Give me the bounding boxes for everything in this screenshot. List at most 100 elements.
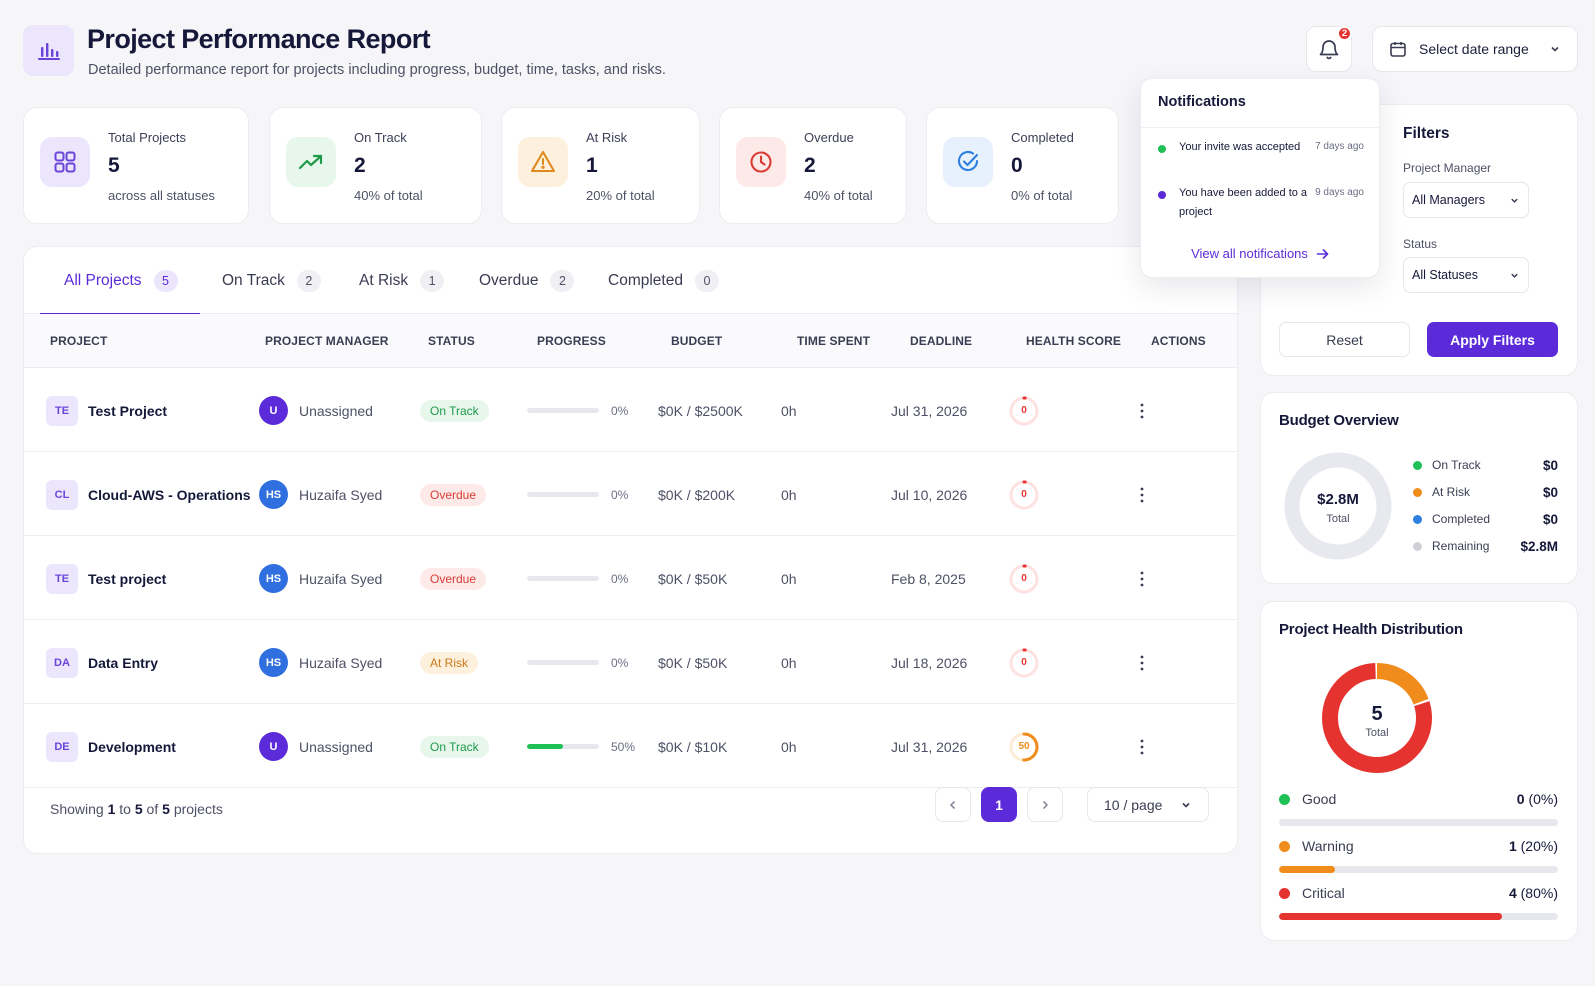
table-row[interactable]: TE Test Project U Unassigned On Track 0% $0K /…: [24, 369, 1236, 452]
unread-dot-icon: [1158, 191, 1166, 199]
page-title: Project Performance Report: [87, 24, 431, 54]
project-cell[interactable]: CL Cloud-AWS - Operations: [46, 453, 251, 536]
reset-filters-button[interactable]: Reset: [1279, 322, 1410, 357]
project-name[interactable]: Test Project: [88, 402, 168, 419]
project-cell[interactable]: TE Test Project: [46, 369, 167, 452]
project-manager-select[interactable]: All Managers: [1403, 182, 1529, 218]
divider: [1141, 127, 1379, 128]
project-initials-badge: TE: [46, 563, 78, 594]
row-actions-button[interactable]: [1140, 453, 1144, 536]
summary-total: 5: [162, 801, 170, 817]
page-button-1[interactable]: 1: [981, 787, 1017, 822]
health-cell: 0: [1008, 537, 1040, 620]
legend-dot-icon: [1413, 487, 1422, 497]
prev-page-button[interactable]: [935, 787, 971, 822]
tab-on-track[interactable]: On Track 2: [222, 247, 321, 314]
table-row[interactable]: CL Cloud-AWS - Operations HS Huzaifa Syed Ov…: [24, 453, 1236, 536]
status-label: Status: [1403, 237, 1438, 251]
project-name[interactable]: Development: [88, 738, 176, 755]
tab-count: 5: [153, 269, 178, 292]
progress-fill: [527, 744, 563, 749]
stat-value: 5: [108, 154, 120, 177]
column-header[interactable]: PROGRESS: [537, 334, 606, 348]
column-header[interactable]: PROJECT MANAGER: [265, 334, 389, 348]
column-header[interactable]: TIME SPENT: [797, 334, 871, 348]
progress-percent: 0%: [611, 487, 629, 502]
view-all-notifications-link[interactable]: View all notifications: [1141, 246, 1379, 261]
health-bar: [1279, 866, 1558, 873]
tab-label: Overdue: [479, 271, 539, 289]
table-row[interactable]: DA Data Entry HS Huzaifa Syed At Risk 0% $0K /…: [24, 621, 1236, 704]
apply-filters-button[interactable]: Apply Filters: [1427, 322, 1558, 357]
page-subtitle: Detailed performance report for projects…: [88, 62, 666, 78]
more-vertical-icon: [1140, 403, 1144, 418]
stat-card-on-track: On Track 2 40% of total: [269, 107, 482, 224]
notification-item[interactable]: Your invite was accepted 7 days ago: [1158, 141, 1364, 157]
progress-bar: [527, 660, 599, 665]
tab-label: Completed: [608, 271, 683, 289]
legend-value: $0: [1542, 484, 1558, 500]
health-bar-fill: [1279, 866, 1335, 873]
health-percent: (0%): [1528, 791, 1558, 807]
budget-legend-completed: Completed $0: [1413, 510, 1558, 528]
manager-name: Huzaifa Syed: [299, 486, 383, 503]
row-actions-button[interactable]: [1140, 537, 1144, 620]
project-name[interactable]: Test project: [88, 570, 167, 587]
status-cell: Overdue: [420, 453, 487, 536]
date-range-picker[interactable]: Select date range: [1372, 26, 1578, 72]
status-value: All Statuses: [1412, 268, 1479, 282]
health-score-ring: 0: [1008, 647, 1040, 679]
avatar: U: [259, 732, 288, 761]
tab-overdue[interactable]: Overdue 2: [479, 247, 575, 314]
progress-bar: [527, 744, 599, 749]
notification-item[interactable]: You have been added to a project 9 days …: [1158, 187, 1364, 222]
tab-at-risk[interactable]: At Risk 1: [359, 247, 445, 314]
project-cell[interactable]: TE Test project: [46, 537, 166, 620]
column-header[interactable]: HEALTH SCORE: [1026, 334, 1121, 348]
project-name[interactable]: Cloud-AWS - Operations: [88, 486, 251, 503]
tab-completed[interactable]: Completed 0: [608, 247, 719, 314]
row-actions-button[interactable]: [1140, 621, 1144, 704]
stat-subtext: 40% of total: [354, 188, 423, 203]
status-badge: Overdue: [420, 483, 487, 506]
budget-total-label: Total: [1326, 513, 1349, 525]
notification-time: 9 days ago: [1315, 187, 1364, 198]
budget-total-value: $2.8M: [1317, 491, 1359, 508]
page-size-select[interactable]: 10 / page: [1087, 787, 1209, 822]
tab-all-projects[interactable]: All Projects 5: [40, 247, 199, 315]
health-bar: [1279, 913, 1558, 920]
column-header[interactable]: BUDGET: [671, 334, 723, 348]
table-row[interactable]: DE Development U Unassigned On Track 50% $0K /…: [24, 705, 1236, 788]
time-spent-cell: 0h: [781, 402, 797, 419]
calendar-icon: [1390, 42, 1406, 57]
row-actions-button[interactable]: [1140, 369, 1144, 452]
stat-label: Overdue: [804, 130, 854, 145]
budget-legend-remaining: Remaining $2.8M: [1413, 537, 1558, 555]
table-row[interactable]: TE Test project HS Huzaifa Syed Overdue 0% $0K…: [24, 537, 1236, 620]
health-label: Good: [1302, 791, 1337, 807]
legend-value: $2.8M: [1520, 538, 1558, 554]
more-vertical-icon: [1140, 655, 1144, 670]
notifications-button[interactable]: 2: [1306, 26, 1352, 72]
health-label: Warning: [1302, 838, 1354, 854]
deadline-cell: Jul 31, 2026: [891, 738, 968, 755]
status-select[interactable]: All Statuses: [1403, 257, 1529, 293]
project-initials-badge: DE: [46, 731, 78, 762]
project-cell[interactable]: DA Data Entry: [46, 621, 158, 704]
next-page-button[interactable]: [1027, 787, 1063, 822]
stat-card-total: Total Projects 5 across all statuses: [23, 107, 249, 224]
progress-bar: [527, 576, 599, 581]
row-actions-button[interactable]: [1140, 705, 1144, 788]
progress-cell: 0%: [527, 621, 628, 704]
column-header: ACTIONS: [1151, 334, 1206, 348]
project-name[interactable]: Data Entry: [88, 654, 159, 671]
tab-label: On Track: [222, 271, 285, 289]
column-header[interactable]: DEADLINE: [910, 334, 973, 348]
manager-name: Unassigned: [299, 402, 373, 419]
health-score-ring: 0: [1008, 479, 1040, 511]
column-header[interactable]: STATUS: [428, 334, 475, 348]
legend-label: Completed: [1432, 512, 1491, 526]
health-score-value: 0: [1021, 573, 1027, 584]
column-header[interactable]: PROJECT: [50, 334, 108, 348]
project-cell[interactable]: DE Development: [46, 705, 176, 788]
